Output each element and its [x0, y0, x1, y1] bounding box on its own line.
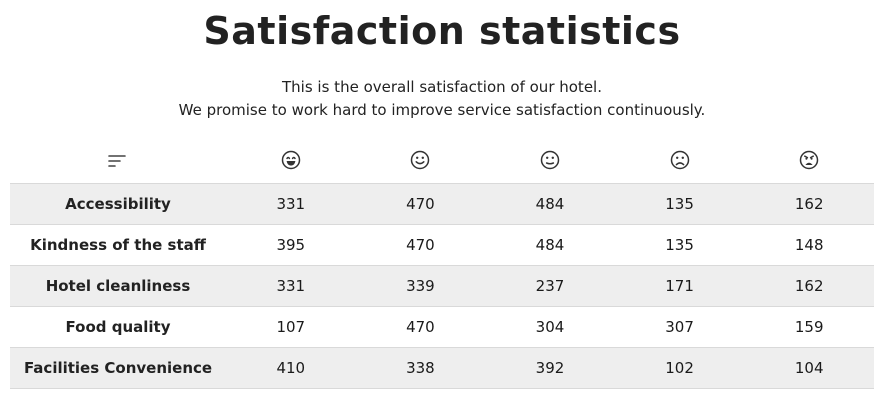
- neutral-face-icon: [540, 150, 560, 170]
- table-cell: 392: [535, 359, 565, 377]
- table-cell: 470: [406, 236, 435, 254]
- dissatisfied-face-icon: [670, 150, 689, 170]
- table-cell: 307: [665, 318, 694, 336]
- satisfaction-table: Accessibility 331 470 484 135 162 Kindne…: [10, 137, 874, 389]
- row-label-hotel-cleanliness: Hotel cleanliness: [45, 277, 191, 295]
- page-title: Satisfaction statistics: [203, 9, 681, 53]
- satisfied-header[interactable]: [356, 137, 486, 184]
- table-cell: 148: [794, 236, 824, 254]
- table-cell: 304: [535, 318, 565, 336]
- very-dissatisfied-face-icon: [799, 150, 819, 170]
- table-row: Food quality 107 470 304 307 159: [10, 307, 874, 348]
- table-cell: 484: [535, 195, 565, 213]
- satisfied-face-icon: [411, 150, 430, 170]
- table-cell: 338: [406, 359, 435, 377]
- table-row: Hotel cleanliness 331 339 237 171 162: [10, 265, 874, 307]
- table-cell: 237: [535, 277, 565, 295]
- dissatisfied-header[interactable]: [615, 137, 745, 184]
- table-cell: 135: [665, 236, 694, 254]
- sort-header[interactable]: [10, 137, 226, 184]
- table-cell: 339: [406, 277, 435, 295]
- table-row: Accessibility 331 470 484 135 162: [10, 183, 874, 225]
- table-cell: 159: [794, 318, 824, 336]
- table-body: Accessibility 331 470 484 135 162 Kindne…: [10, 183, 874, 389]
- sort-icon[interactable]: [107, 153, 129, 169]
- very-dissatisfied-header[interactable]: [744, 137, 874, 184]
- table-cell: 171: [665, 277, 694, 295]
- table-cell: 331: [276, 277, 306, 295]
- table-cell: 410: [276, 359, 306, 377]
- table-header: [10, 137, 874, 184]
- table-cell: 470: [406, 318, 435, 336]
- subtitle-line-1: This is the overall satisfaction of our …: [282, 78, 602, 96]
- subtitle-line-2: We promise to work hard to improve servi…: [178, 101, 706, 119]
- table-row: Facilities Convenience 410 338 392 102 1…: [10, 347, 874, 389]
- row-label-facilities-convenience: Facilities Convenience: [23, 359, 213, 377]
- row-label-kindness-of-the-staff: Kindness of the staff: [30, 236, 206, 254]
- very-satisfied-face-icon: [281, 150, 301, 170]
- table-cell: 135: [665, 195, 694, 213]
- row-label-accessibility: Accessibility: [65, 195, 171, 213]
- table-row: Kindness of the staff 395 470 484 135 14…: [10, 225, 874, 266]
- table-cell: 162: [794, 277, 824, 295]
- table-cell: 395: [276, 236, 306, 254]
- row-label-food-quality: Food quality: [65, 318, 171, 336]
- table-cell: 162: [794, 195, 824, 213]
- table-cell: 470: [406, 195, 435, 213]
- neutral-header[interactable]: [485, 137, 615, 184]
- table-cell: 104: [794, 359, 824, 377]
- table-cell: 107: [276, 318, 306, 336]
- table-cell: 484: [535, 236, 565, 254]
- very-satisfied-header[interactable]: [226, 137, 356, 184]
- table-cell: 102: [665, 359, 694, 377]
- page-subtitle: This is the overall satisfaction of our …: [0, 76, 884, 122]
- table-cell: 331: [276, 195, 306, 213]
